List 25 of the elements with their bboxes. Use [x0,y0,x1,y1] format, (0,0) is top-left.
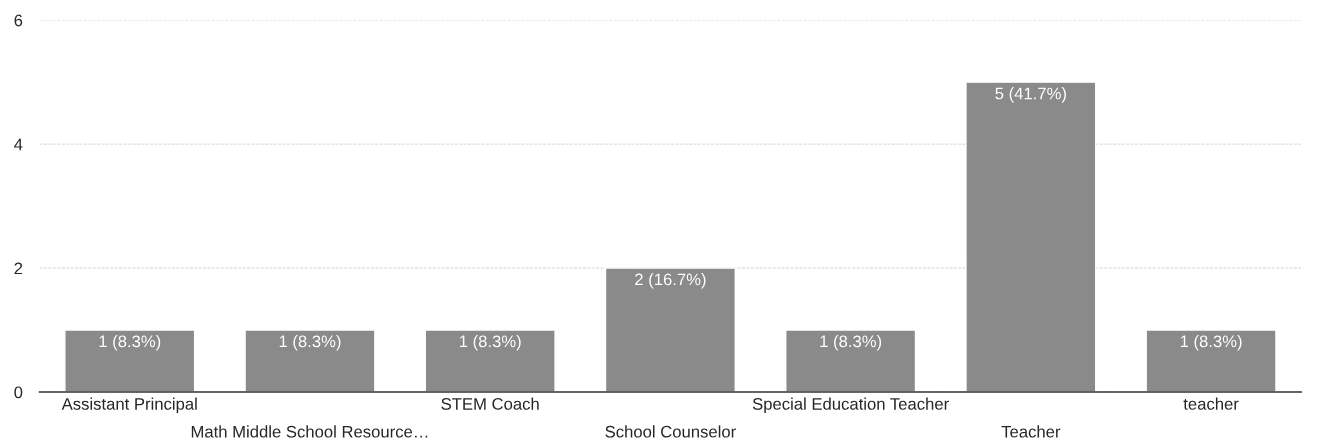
data-label: 1 (8.3%) [1180,335,1242,351]
bar [965,81,1097,393]
x-tick-label: Teacher [1001,425,1061,438]
bar [604,267,736,393]
x-tick-label: Assistant Principal [61,397,197,414]
y-tick-label: 2 [14,262,23,275]
x-tick-label: STEM Coach [441,397,539,410]
bar [1145,329,1277,393]
y-tick-label: 4 [14,138,23,151]
bar [64,329,196,393]
data-label: 5 (41.7%) [995,87,1066,103]
y-tick-label: 6 [14,14,23,27]
x-tick-label: Math Middle School Resource… [191,425,428,438]
data-label: 1 (8.3%) [99,335,161,351]
x-tick-label: Special Education Teacher [752,397,949,414]
y-tick-label: 0 [14,386,23,399]
data-label: 2 (16.7%) [635,273,706,289]
data-label: 1 (8.3%) [459,335,521,351]
bar [424,329,556,393]
x-tick-label: School Counselor [605,425,736,438]
x-tick-label: teacher [1183,397,1239,410]
bar [244,329,376,393]
data-label: 1 (8.3%) [279,335,341,351]
data-label: 1 (8.3%) [820,335,882,351]
bar [785,329,917,393]
